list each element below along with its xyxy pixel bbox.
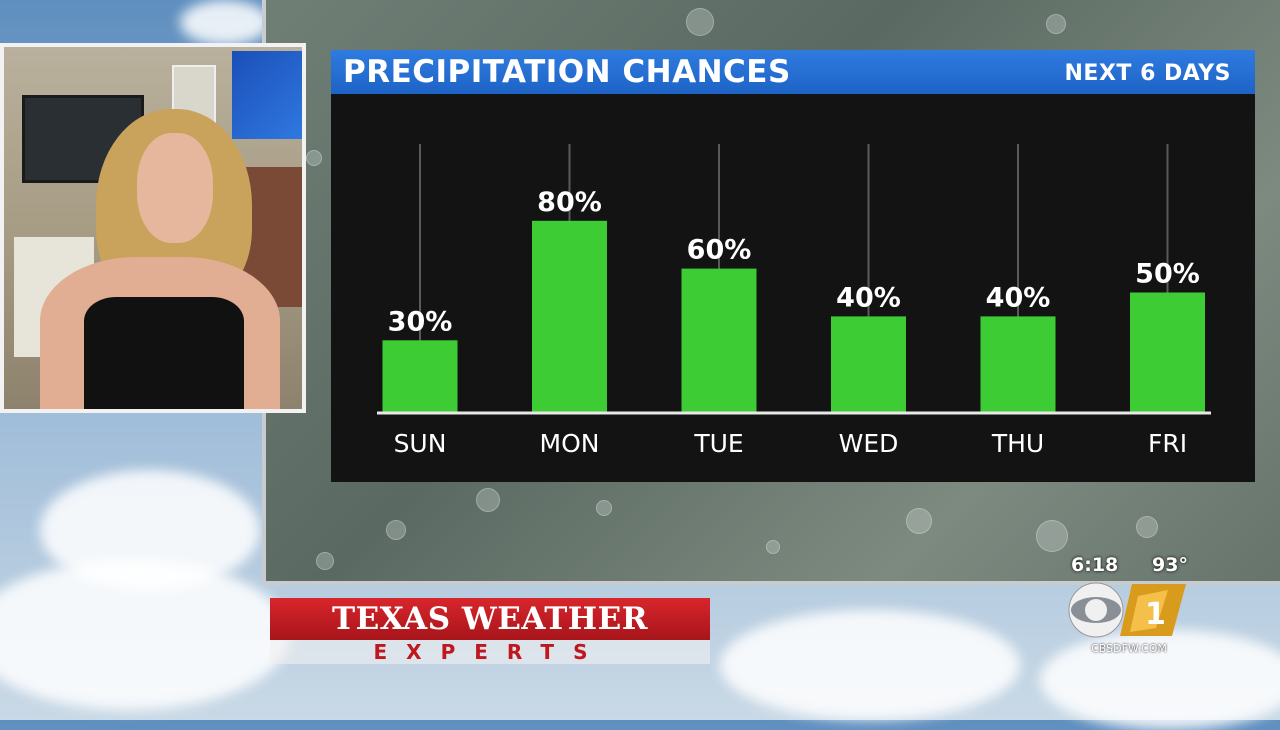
raindrop [316, 552, 334, 570]
cloud [1040, 630, 1280, 730]
bar-fri [1130, 292, 1205, 412]
presenter-inset [0, 43, 306, 413]
x-tick-label-wed: WED [839, 429, 899, 458]
temperature-readout: 93° [1152, 554, 1188, 576]
bar-value-label-fri: 50% [1135, 259, 1200, 290]
x-tick-label-sun: SUN [394, 429, 447, 458]
chart-panel: PRECIPITATION CHANCES NEXT 6 DAYS 30% SUN… [331, 50, 1255, 482]
raindrop [476, 488, 500, 512]
x-tick-label-fri: FRI [1148, 429, 1187, 458]
presenter-video [4, 47, 302, 409]
raindrop [906, 508, 932, 534]
bar-wed [831, 316, 906, 412]
show-branding: TEXAS WEATHER EXPERTS [270, 598, 710, 664]
cloud [0, 560, 290, 710]
bar-value-label-wed: 40% [836, 282, 901, 313]
bar-value-label-sun: 30% [388, 306, 453, 337]
bar-value-label-tue: 60% [687, 235, 752, 266]
raindrop [386, 520, 406, 540]
chart-title: PRECIPITATION CHANCES [343, 54, 791, 90]
cloud [180, 0, 270, 45]
chart-header: PRECIPITATION CHANCES NEXT 6 DAYS [331, 50, 1255, 94]
bar-sun [382, 340, 458, 412]
branding-line2: EXPERTS [270, 640, 710, 664]
raindrop [596, 500, 612, 516]
bar-mon [532, 220, 607, 412]
bar-tue [681, 268, 757, 412]
raindrop [1136, 516, 1158, 538]
cloud [720, 610, 1020, 720]
presenter-face [137, 133, 213, 243]
bar-chart: 30% SUN 80% MON 60% TUE 40% WED 40% THU 50% FRI [377, 144, 1211, 458]
raindrop [306, 150, 322, 166]
branding-line1: TEXAS WEATHER [270, 598, 710, 640]
presenter-top [84, 297, 244, 409]
tv-screen [232, 51, 302, 139]
bar-value-label-thu: 40% [986, 282, 1051, 313]
chart-subtitle: NEXT 6 DAYS [1064, 61, 1231, 86]
svg-text:1: 1 [1145, 597, 1166, 632]
bar-thu [980, 316, 1056, 412]
raindrop [686, 8, 714, 36]
cbs-eye-11-logo: 1 [1068, 582, 1186, 638]
raindrop [1046, 14, 1066, 34]
time-readout: 6:18 [1071, 554, 1119, 576]
bar-value-label-mon: 80% [537, 187, 602, 218]
station-url: CBSDFW.COM [1091, 642, 1167, 655]
x-tick-label-thu: THU [991, 429, 1044, 458]
x-tick-label-mon: MON [540, 429, 600, 458]
x-tick-label-tue: TUE [693, 429, 743, 458]
raindrop [1036, 520, 1068, 552]
raindrop [766, 540, 780, 554]
